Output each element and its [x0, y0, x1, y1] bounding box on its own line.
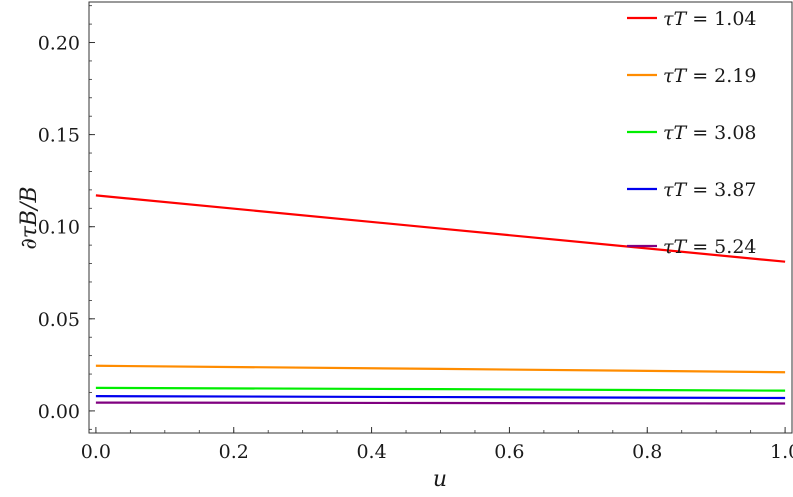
series-line [95, 401, 786, 405]
x-tick-label: 0.4 [356, 441, 386, 463]
y-tick-label: 0.05 [38, 309, 80, 331]
x-tick-label: 0.0 [81, 441, 111, 463]
series-line [95, 395, 786, 400]
x-tick-label: 0.8 [632, 441, 662, 463]
y-tick-label: 0.10 [38, 217, 80, 239]
y-axis-ticks: 0.00 0.05 0.10 0.15 0.20 [38, 5, 95, 430]
legend-entry: τT = 5.24 [663, 236, 757, 258]
y-tick-label: 0.00 [38, 401, 80, 423]
y-tick-label: 0.15 [38, 125, 80, 147]
series-line [95, 194, 786, 263]
y-tick-label: 0.20 [38, 33, 80, 55]
legend-entry: τT = 3.87 [663, 179, 757, 201]
y-axis-label: ∂τB/B [17, 186, 42, 249]
x-tick-label: 0.6 [494, 441, 524, 463]
x-tick-label: 0.2 [219, 441, 249, 463]
series-line [95, 386, 786, 392]
legend-entry: τT = 1.04 [663, 8, 757, 30]
legend-entry: τT = 2.19 [663, 65, 757, 87]
series-lines [95, 194, 786, 405]
x-tick-label: 1.0 [770, 441, 793, 463]
legend: τT = 1.04 τT = 2.19 τT = 3.08 τT = 3.87 τT =… [627, 8, 757, 258]
x-axis-ticks: 0.0 0.2 0.4 0.6 0.8 1.0 [81, 427, 793, 463]
series-line [95, 364, 786, 374]
legend-entry: τT = 3.08 [663, 122, 757, 144]
x-axis-label: u [433, 467, 447, 492]
